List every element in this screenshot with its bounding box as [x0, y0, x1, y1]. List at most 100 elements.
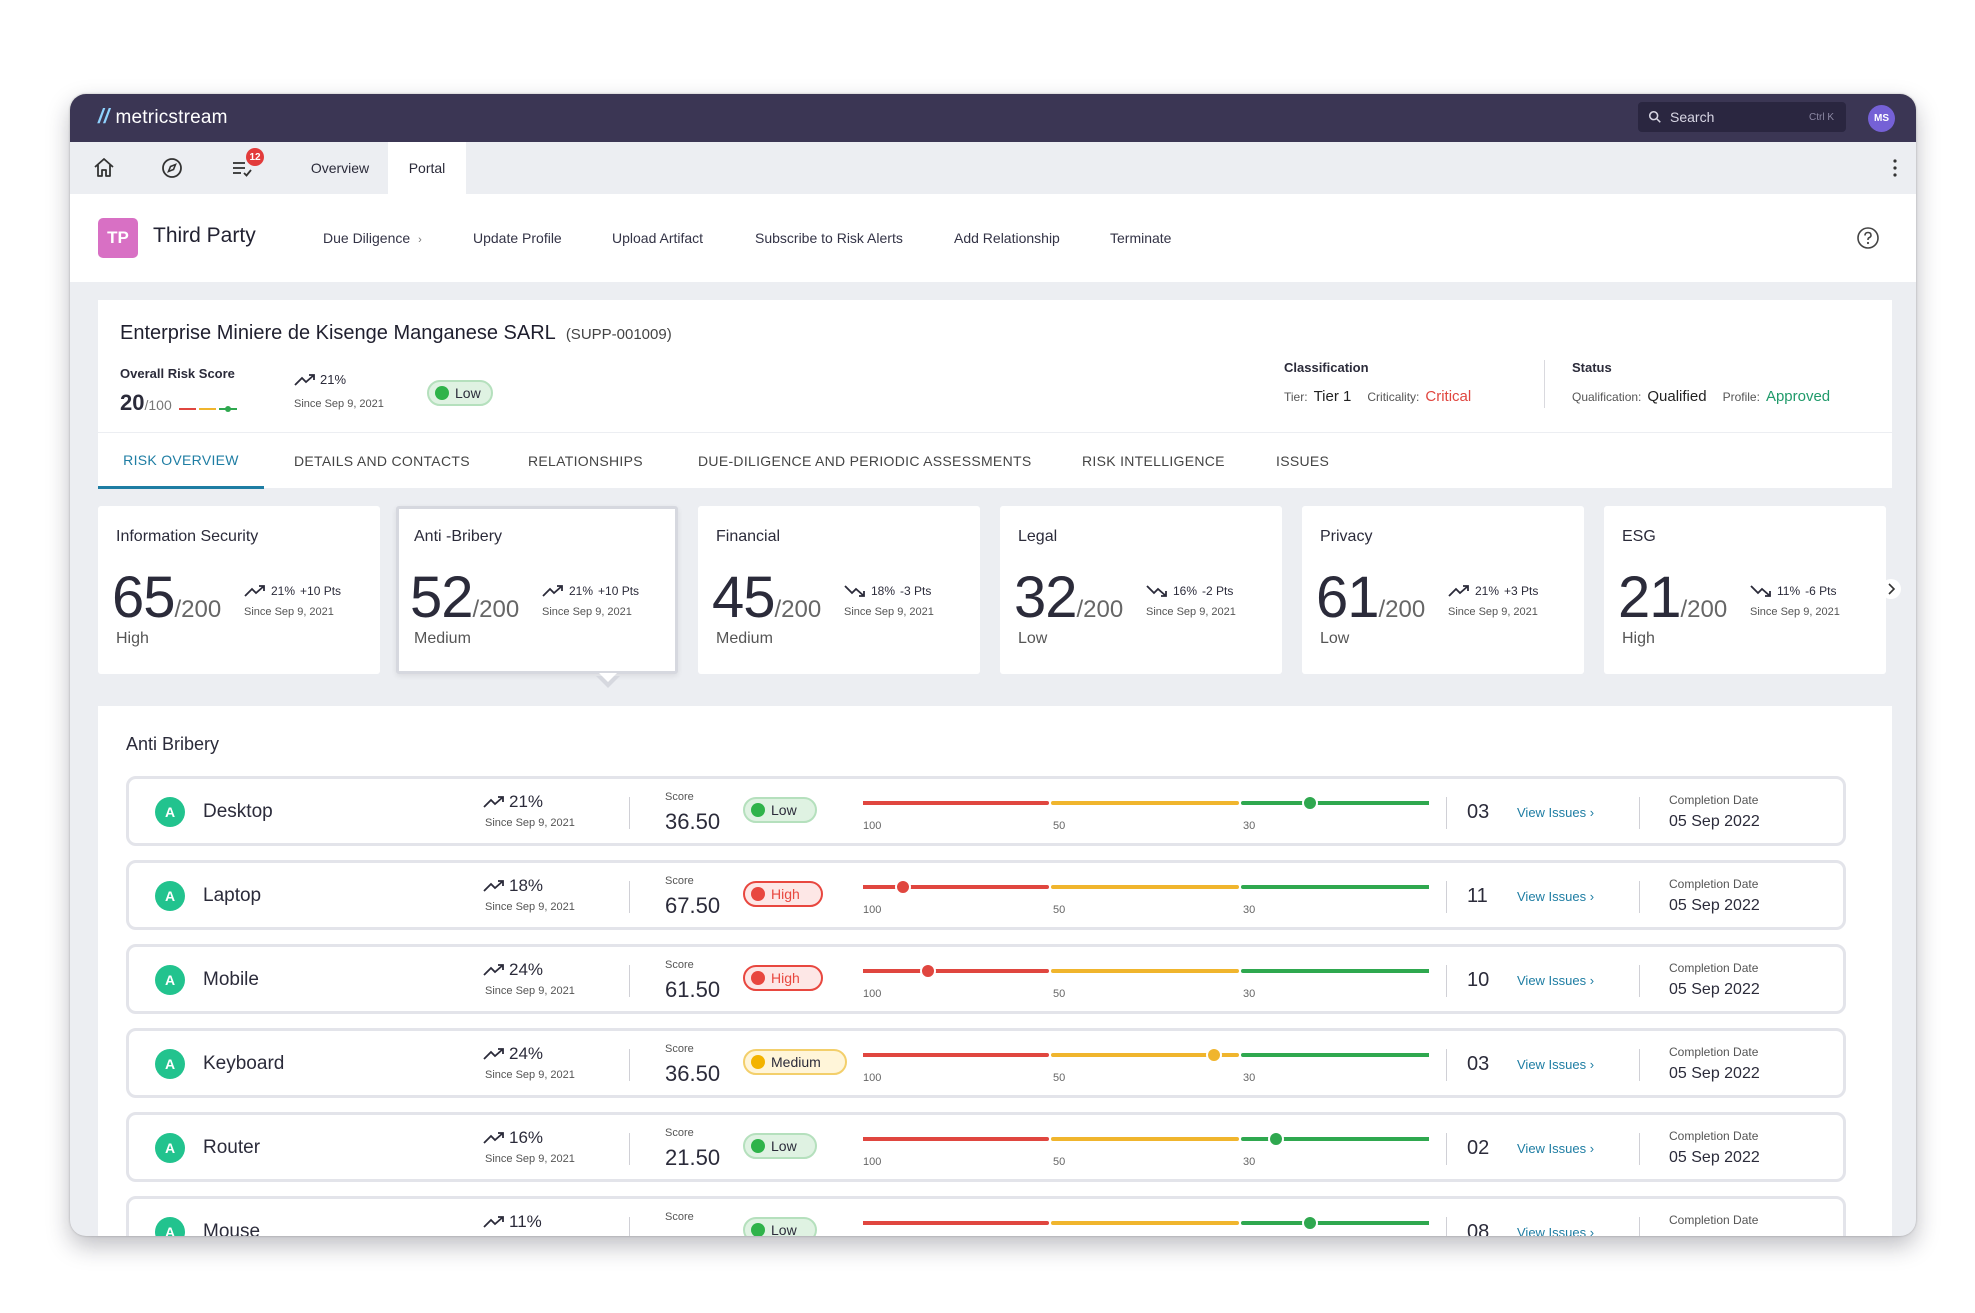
row-level-text: Low	[771, 802, 797, 818]
row-trend: 18%	[483, 876, 543, 896]
risk-category-card[interactable]: Information Security 65/200 High 21% +10 Pts…	[98, 506, 380, 674]
category-trend: 21% +3 Pts	[1448, 584, 1538, 598]
supplier-asset-row[interactable]: A Desktop 21% Since Sep 9, 2021 Score 36.50 Lo…	[126, 776, 1846, 846]
logo[interactable]: // metricstream	[98, 106, 228, 129]
risk-category-card[interactable]: Legal 32/200 Low 16% -2 Pts Since Sep 9, 2021	[1000, 506, 1282, 674]
risk-category-card[interactable]: ESG 21/200 High 11% -6 Pts Since Sep 9, 2021	[1604, 506, 1886, 674]
scale-marker	[1206, 1047, 1222, 1063]
compass-icon[interactable]	[160, 156, 184, 180]
trend-up-icon	[483, 964, 504, 976]
row-trend: 11%	[483, 1212, 542, 1232]
level-dot	[751, 887, 765, 901]
risk-category-card[interactable]: Financial 45/200 Medium 18% -3 Pts Since Sep …	[698, 506, 980, 674]
row-level-badge: Low	[743, 1133, 817, 1159]
status-values: Qualification: Qualified Profile: Approved	[1572, 388, 1830, 405]
row-trend-value: 18%	[509, 876, 544, 895]
home-icon[interactable]	[92, 156, 116, 180]
view-issues-link[interactable]: View Issues ›	[1517, 889, 1594, 904]
scale-tick: 100	[863, 1156, 881, 1168]
criticality-label: Criticality:	[1367, 390, 1420, 404]
supplier-asset-row[interactable]: A Mobile 24% Since Sep 9, 2021 Score 61.50 Hig…	[126, 944, 1846, 1014]
row-completion-label: Completion Date	[1669, 1129, 1759, 1143]
row-trend-value: 24%	[509, 1044, 544, 1063]
row-issue-count: 11	[1467, 885, 1488, 907]
supplier-asset-row[interactable]: A Keyboard 24% Since Sep 9, 2021 Score 36.50 M…	[126, 1028, 1846, 1098]
due-diligence-button[interactable]: Due Diligence ›	[323, 230, 422, 246]
tab-relationships[interactable]: RELATIONSHIPS	[528, 453, 643, 469]
category-since: Since Sep 9, 2021	[542, 606, 632, 618]
tab-details-contacts[interactable]: DETAILS AND CONTACTS	[294, 453, 470, 469]
row-level-badge: Medium	[743, 1049, 847, 1075]
terminate-button[interactable]: Terminate	[1110, 230, 1172, 246]
category-trend-pct: 11%	[1777, 584, 1801, 598]
category-trend-pts: +3 Pts	[1504, 584, 1539, 598]
category-score-value: 32	[1014, 565, 1078, 630]
category-trend-pts: -3 Pts	[900, 584, 932, 598]
row-completion-label: Completion Date	[1669, 793, 1759, 807]
search-input[interactable]: Search Ctrl K	[1638, 102, 1846, 132]
row-score-label: Score	[665, 791, 694, 803]
row-score-value: 61.50	[665, 977, 721, 1002]
trend-up-icon	[1448, 585, 1469, 597]
divider	[1446, 797, 1447, 829]
more-options-icon[interactable]	[1892, 158, 1898, 178]
top-bar: // metricstream Search Ctrl K MS	[70, 94, 1916, 142]
row-trend: 16%	[483, 1128, 543, 1148]
category-title: Privacy	[1320, 528, 1373, 545]
view-issues-link[interactable]: View Issues ›	[1517, 1057, 1594, 1072]
supplier-asset-row[interactable]: A Laptop 18% Since Sep 9, 2021 Score 67.50 Hig…	[126, 860, 1846, 930]
scale-tick: 50	[1053, 904, 1065, 916]
profile-label: Profile:	[1722, 390, 1760, 404]
add-relationship-button[interactable]: Add Relationship	[954, 230, 1060, 246]
subscribe-risk-alerts-button[interactable]: Subscribe to Risk Alerts	[755, 230, 903, 246]
view-issues-link[interactable]: View Issues ›	[1517, 1225, 1594, 1236]
supplier-asset-row[interactable]: A Mouse 11% Score Low 100 50 30 08 View Issues › C…	[126, 1196, 1846, 1236]
overall-risk-label: Overall Risk Score	[120, 366, 235, 381]
view-issues-link[interactable]: View Issues ›	[1517, 973, 1594, 988]
user-avatar[interactable]: MS	[1868, 105, 1895, 132]
row-level-badge: High	[743, 965, 823, 991]
divider	[1446, 965, 1447, 997]
category-score: 21/200	[1618, 564, 1727, 631]
risk-category-card[interactable]: Privacy 61/200 Low 21% +3 Pts Since Sep 9, 20…	[1302, 506, 1584, 674]
tab-portal[interactable]: Portal	[388, 142, 466, 194]
overall-risk-score: 20/100	[120, 390, 172, 416]
trend-up-icon	[483, 1132, 504, 1144]
row-issue-count: 08	[1467, 1221, 1490, 1236]
chevron-right-icon[interactable]	[1880, 578, 1902, 600]
search-icon	[1648, 110, 1661, 123]
row-avatar: A	[155, 965, 185, 995]
tab-risk-intelligence[interactable]: RISK INTELLIGENCE	[1082, 453, 1225, 469]
divider	[629, 1049, 630, 1081]
update-profile-button[interactable]: Update Profile	[473, 230, 562, 246]
category-trend-pct: 18%	[871, 584, 896, 598]
risk-category-card[interactable]: Anti -Bribery 52/200 Medium 21% +10 Pts Since…	[396, 506, 678, 674]
chevron-right-icon: ›	[1589, 1225, 1595, 1236]
row-avatar: A	[155, 1133, 185, 1163]
trend-up-icon	[483, 880, 504, 892]
supplier-name-text: Enterprise Miniere de Kisenge Manganese …	[120, 322, 556, 344]
overall-level-text: Low	[455, 385, 481, 401]
view-issues-text: View Issues	[1517, 889, 1587, 904]
supplier-asset-row[interactable]: A Router 16% Since Sep 9, 2021 Score 21.50 Low…	[126, 1112, 1846, 1182]
upload-artifact-button[interactable]: Upload Artifact	[612, 230, 704, 246]
tab-due-diligence[interactable]: DUE-DILIGENCE AND PERIODIC ASSESSMENTS	[698, 453, 1032, 469]
tab-risk-overview[interactable]: RISK OVERVIEW	[98, 433, 264, 489]
category-score-max: /200	[174, 596, 222, 623]
tab-overview[interactable]: Overview	[310, 160, 370, 176]
scale-tick: 50	[1053, 988, 1065, 1000]
panel-title: Anti Bribery	[126, 734, 220, 754]
help-icon[interactable]	[1856, 226, 1880, 250]
row-completion-label: Completion Date	[1669, 1213, 1759, 1227]
row-trend-value: 24%	[509, 960, 544, 979]
view-issues-link[interactable]: View Issues ›	[1517, 1141, 1594, 1156]
row-level-badge: Low	[743, 797, 817, 823]
row-score-label: Score	[665, 1211, 694, 1223]
row-score-label: Score	[665, 959, 694, 971]
category-level: Medium	[414, 630, 471, 647]
category-since: Since Sep 9, 2021	[1146, 606, 1236, 618]
view-issues-link[interactable]: View Issues ›	[1517, 805, 1594, 820]
task-list-icon[interactable]	[230, 156, 254, 180]
row-level-badge: Low	[743, 1217, 817, 1236]
tab-issues[interactable]: ISSUES	[1276, 453, 1330, 469]
